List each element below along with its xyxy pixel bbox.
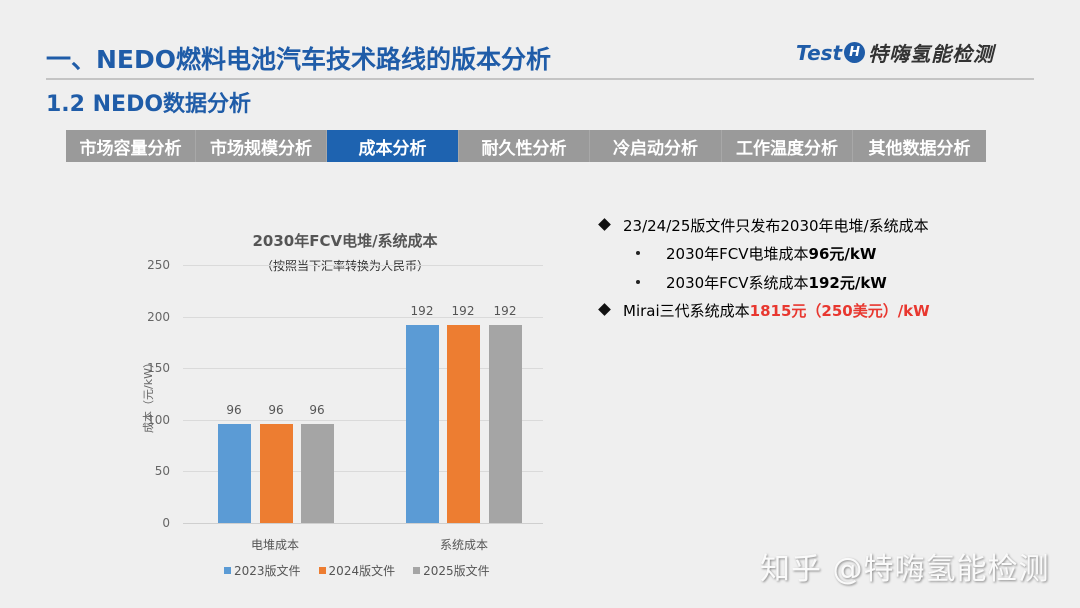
legend-item-2025: 2025版文件 (413, 562, 490, 579)
legend-swatch-icon (413, 567, 421, 574)
tab-other-data[interactable]: 其他数据分析 (853, 130, 986, 162)
y-tick-50: 50 (154, 464, 170, 478)
logo-brand-text: 特嗨氢能检测 (868, 42, 995, 66)
bar-label: 192 (410, 304, 434, 318)
diamond-bullet-icon (598, 303, 611, 316)
dot-bullet-icon (636, 250, 640, 255)
title-divider (46, 78, 1034, 80)
tab-market-capacity[interactable]: 市场容量分析 (66, 130, 196, 162)
y-tick-250: 250 (147, 258, 170, 272)
x-axis-line (183, 523, 543, 524)
bar-2024-system (447, 325, 480, 523)
bar-label: 192 (451, 304, 475, 318)
legend-item-2024: 2024版文件 (318, 562, 395, 579)
bullet-item: Mirai三代系统成本1815元（250美元）/kW (598, 300, 930, 321)
gridline-150 (183, 368, 543, 369)
hydrogen-logo-icon: H (844, 42, 866, 63)
chart-title: 2030年FCV电堆/系统成本 (252, 232, 438, 250)
gridline-250 (183, 265, 543, 266)
bar-2023-system (406, 325, 439, 523)
tab-market-scale[interactable]: 市场规模分析 (196, 130, 327, 162)
legend-item-2023: 2023版文件 (224, 562, 301, 579)
sub-bullet-item: 2030年FCV系统成本192元/kW (636, 272, 887, 293)
chart-subtitle: （按照当下汇率转换为人民币） (260, 259, 429, 273)
tab-cost-analysis[interactable]: 成本分析 (327, 130, 459, 162)
y-axis-label: 成本（元/kW） (142, 357, 155, 433)
bar-2025-stack (301, 424, 334, 523)
page-title: 一、NEDO燃料电池汽车技术路线的版本分析 (46, 45, 552, 74)
brand-logo: Test H 特嗨氢能检测 (796, 38, 994, 67)
diamond-bullet-icon (598, 218, 611, 231)
x-category-stack: 电堆成本 (250, 538, 299, 552)
y-tick-0: 0 (162, 516, 170, 530)
gridline-200 (183, 317, 543, 318)
x-category-system: 系统成本 (439, 538, 488, 552)
section-subtitle: 1.2 NEDO数据分析 (46, 92, 252, 117)
gridline-50 (183, 471, 543, 472)
bullet-item: 23/24/25版文件只发布2030年电堆/系统成本 (598, 215, 929, 236)
bar-2025-system (489, 325, 522, 523)
legend-swatch-icon (224, 567, 231, 574)
sub-bullet-item: 2030年FCV电堆成本96元/kW (636, 243, 876, 264)
tab-operating-temperature[interactable]: 工作温度分析 (722, 130, 853, 162)
y-tick-150: 150 (147, 361, 170, 375)
analysis-tabs: 市场容量分析 市场规模分析 成本分析 耐久性分析 冷启动分析 工作温度分析 其他… (66, 130, 986, 162)
y-tick-200: 200 (147, 310, 170, 324)
zhihu-watermark: 知乎 @特嗨氢能检测 (760, 552, 1050, 587)
chart-legend: 2023版文件 2024版文件 2025版文件 (224, 562, 490, 579)
bar-2024-stack (260, 424, 293, 523)
logo-test-text: Test (796, 40, 843, 65)
gridline-100 (183, 420, 543, 421)
bar-label: 96 (226, 403, 242, 417)
tab-cold-start[interactable]: 冷启动分析 (590, 130, 722, 162)
legend-swatch-icon (318, 567, 326, 574)
tab-durability[interactable]: 耐久性分析 (459, 130, 590, 162)
dot-bullet-icon (636, 279, 640, 284)
y-tick-100: 100 (147, 413, 170, 427)
bar-label: 96 (268, 403, 284, 417)
bar-2023-stack (218, 424, 251, 523)
bar-label: 192 (493, 304, 517, 318)
bar-label: 96 (309, 403, 325, 417)
